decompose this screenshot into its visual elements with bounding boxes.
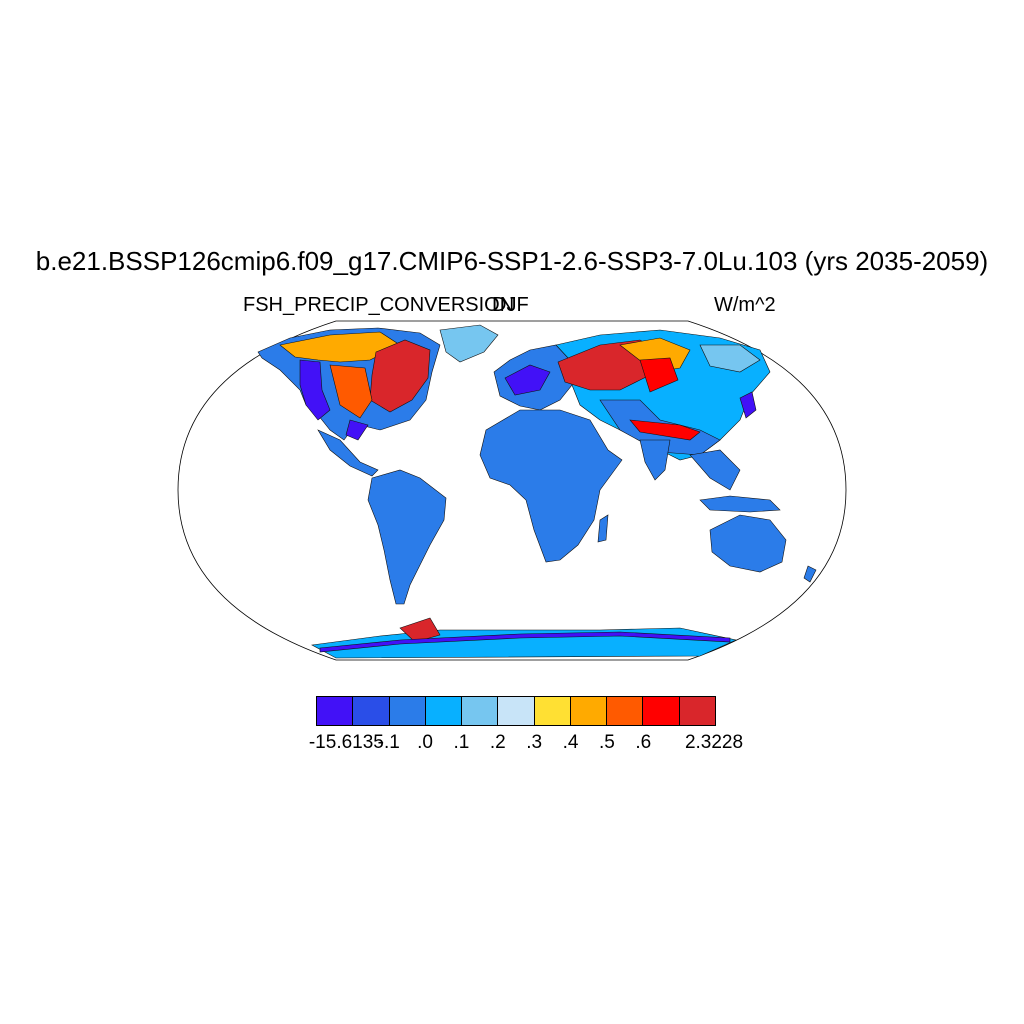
colorbar-swatch bbox=[643, 697, 680, 725]
colorbar-label: .2 bbox=[489, 732, 506, 753]
colorbar-swatch bbox=[534, 697, 571, 725]
antarctica-peninsula-red bbox=[399, 617, 441, 643]
new-zealand bbox=[803, 565, 817, 583]
colorbar-swatch bbox=[679, 697, 715, 725]
colorbar-label: .3 bbox=[526, 732, 543, 753]
colorbar-label: .1 bbox=[453, 732, 470, 753]
siberia-red bbox=[639, 357, 679, 393]
season-label: DJF bbox=[492, 294, 529, 316]
na-east-purple bbox=[345, 419, 369, 441]
colorbar-swatch bbox=[498, 697, 535, 725]
colorbar-swatch bbox=[389, 697, 426, 725]
indonesia bbox=[699, 495, 781, 513]
colorbar-label: .6 bbox=[635, 732, 652, 753]
na-red bbox=[369, 339, 431, 413]
colorbar-label: .0 bbox=[417, 732, 434, 753]
colorbar-swatch bbox=[607, 697, 644, 725]
africa bbox=[479, 409, 623, 563]
na-west-purple bbox=[299, 359, 331, 421]
madagascar bbox=[597, 514, 609, 543]
na-north-orange bbox=[279, 331, 401, 363]
colorbar-label: -15.6135 bbox=[308, 732, 384, 753]
colorbar-label: .4 bbox=[562, 732, 579, 753]
colorbar-swatch bbox=[425, 697, 463, 725]
variable-name: FSH_PRECIP_CONVERSION bbox=[243, 294, 515, 316]
south-america bbox=[367, 469, 447, 605]
himalaya-red bbox=[629, 419, 701, 441]
colorbar-swatch bbox=[317, 697, 354, 725]
plot-title: b.e21.BSSP126cmip6.f09_g17.CMIP6-SSP1-2.… bbox=[35, 246, 989, 276]
australia bbox=[709, 514, 787, 573]
units-label: W/m^2 bbox=[714, 294, 776, 316]
central-america bbox=[317, 429, 379, 477]
colorbar-swatch bbox=[462, 697, 499, 725]
colorbar-swatch bbox=[570, 697, 608, 725]
antarctica-edge bbox=[319, 631, 731, 653]
asia-east-pale bbox=[699, 344, 761, 373]
colorbar bbox=[316, 696, 716, 726]
southeast-asia bbox=[689, 449, 741, 491]
colorbar-label: 2.3228 bbox=[684, 732, 744, 753]
colorbar-swatch bbox=[353, 697, 390, 725]
colorbar-label: .5 bbox=[598, 732, 615, 753]
japan bbox=[739, 391, 757, 419]
land-regions bbox=[257, 324, 817, 659]
colorbar-label: -.1 bbox=[377, 732, 400, 753]
na-mid-orange bbox=[329, 364, 373, 419]
europe-purple bbox=[504, 364, 551, 396]
india bbox=[639, 439, 671, 481]
greenland bbox=[439, 324, 499, 363]
